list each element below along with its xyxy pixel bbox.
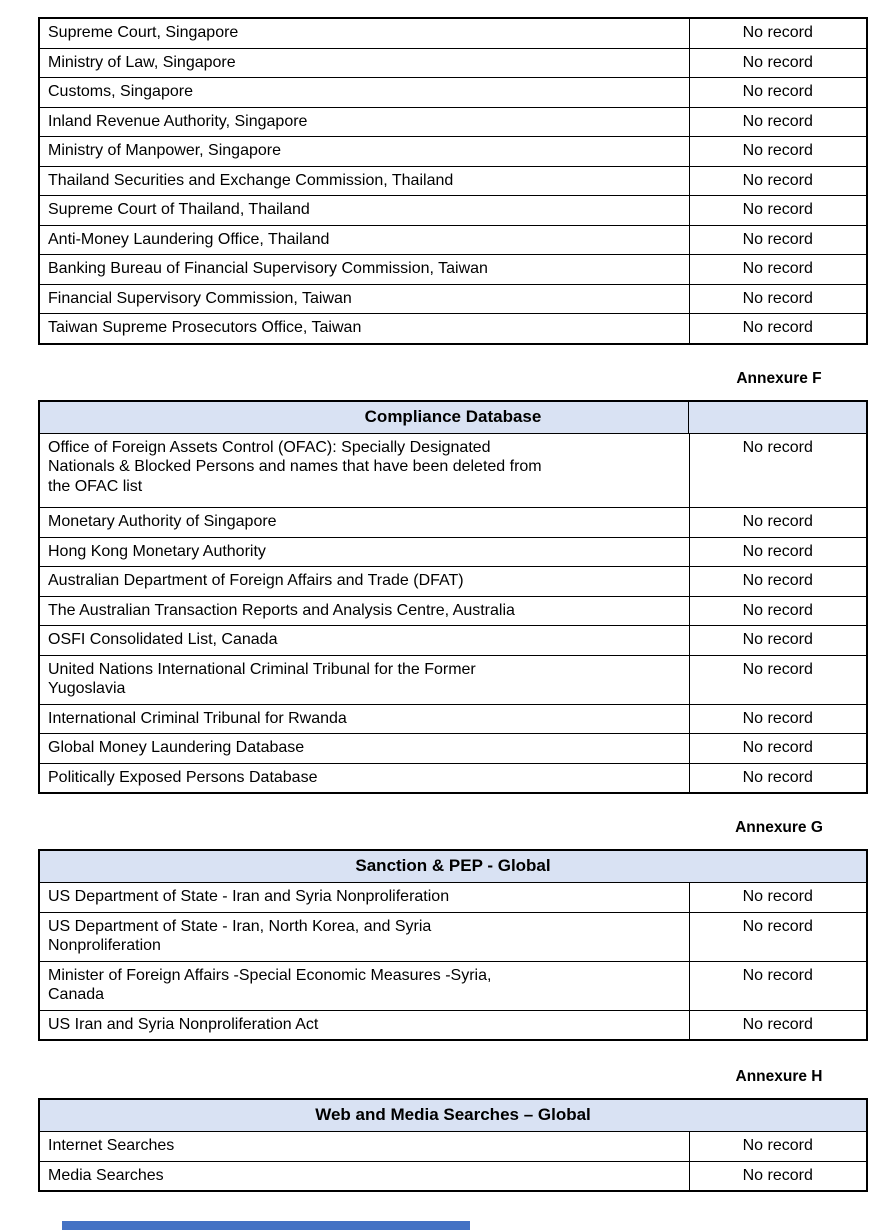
table-row: US Department of State - Iran and Syria … <box>38 882 868 913</box>
result-cell: No record <box>688 595 868 626</box>
result-cell: No record <box>688 254 868 285</box>
result-cell: No record <box>688 911 868 962</box>
table-row: Hong Kong Monetary Authority No record <box>38 536 868 567</box>
source-cell: Financial Supervisory Commission, Taiwan <box>38 283 690 314</box>
table-row: Supreme Court, Singapore No record <box>38 17 868 49</box>
result-cell: No record <box>688 703 868 734</box>
table-row: Politically Exposed Persons Database No … <box>38 762 868 794</box>
source-cell: Supreme Court, Singapore <box>38 17 690 49</box>
source-cell: Thailand Securities and Exchange Commiss… <box>38 165 690 196</box>
table-row: Inland Revenue Authority, Singapore No r… <box>38 106 868 137</box>
result-cell: No record <box>688 47 868 78</box>
result-cell: No record <box>688 136 868 167</box>
result-cell: No record <box>688 960 868 1011</box>
result-cell: No record <box>688 224 868 255</box>
result-cell: No record <box>688 625 868 656</box>
source-cell: Anti-Money Laundering Office, Thailand <box>38 224 690 255</box>
table-row: Internet Searches No record <box>38 1131 868 1162</box>
source-cell: Internet Searches <box>38 1131 690 1162</box>
table-row: Ministry of Manpower, Singapore No recor… <box>38 136 868 167</box>
result-cell: No record <box>688 882 868 913</box>
table-row: US Department of State - Iran, North Kor… <box>38 911 868 962</box>
result-cell: No record <box>688 507 868 538</box>
source-cell: US Department of State - Iran and Syria … <box>38 882 690 913</box>
table-title: Compliance Database <box>38 400 868 434</box>
sanction-pep-global-table: Sanction & PEP - Global US Department of… <box>38 849 868 1041</box>
result-cell: No record <box>688 283 868 314</box>
table-row: Anti-Money Laundering Office, Thailand N… <box>38 224 868 255</box>
screening-sources-table-continued: Supreme Court, Singapore No record Minis… <box>38 17 868 345</box>
source-cell: Supreme Court of Thailand, Thailand <box>38 195 690 226</box>
result-cell: No record <box>688 17 868 49</box>
table-title: Web and Media Searches – Global <box>38 1098 868 1132</box>
table-header-row: Compliance Database <box>38 400 868 434</box>
table-row: Australian Department of Foreign Affairs… <box>38 566 868 597</box>
table-row: Media Searches No record <box>38 1160 868 1192</box>
source-cell: US Iran and Syria Nonproliferation Act <box>38 1009 690 1041</box>
table-header-row: Web and Media Searches – Global <box>38 1098 868 1132</box>
document-page-content: Supreme Court, Singapore No record Minis… <box>38 17 868 1192</box>
annexure-f-label: Annexure F <box>38 369 868 388</box>
result-cell: No record <box>688 165 868 196</box>
source-cell: OSFI Consolidated List, Canada <box>38 625 690 656</box>
web-media-searches-table: Web and Media Searches – Global Internet… <box>38 1098 868 1192</box>
table-row: Ministry of Law, Singapore No record <box>38 47 868 78</box>
source-cell: Banking Bureau of Financial Supervisory … <box>38 254 690 285</box>
table-title: Sanction & PEP - Global <box>38 849 868 883</box>
source-cell: Office of Foreign Assets Control (OFAC):… <box>38 432 690 508</box>
source-cell: Inland Revenue Authority, Singapore <box>38 106 690 137</box>
table-row: Minister of Foreign Affairs -Special Eco… <box>38 960 868 1011</box>
table-row: International Criminal Tribunal for Rwan… <box>38 703 868 734</box>
source-cell: Australian Department of Foreign Affairs… <box>38 566 690 597</box>
source-cell: Minister of Foreign Affairs -Special Eco… <box>38 960 690 1011</box>
annexure-h-text: Annexure H <box>735 1068 823 1085</box>
source-cell: International Criminal Tribunal for Rwan… <box>38 703 690 734</box>
annexure-g-text: Annexure G <box>735 819 823 836</box>
result-cell: No record <box>688 566 868 597</box>
table-row: The Australian Transaction Reports and A… <box>38 595 868 626</box>
result-cell: No record <box>688 106 868 137</box>
source-cell: Hong Kong Monetary Authority <box>38 536 690 567</box>
result-cell: No record <box>688 195 868 226</box>
table-row: Global Money Laundering Database No reco… <box>38 733 868 764</box>
result-cell: No record <box>688 762 868 794</box>
annexure-f-text: Annexure F <box>736 369 822 387</box>
table-row: Monetary Authority of Singapore No recor… <box>38 507 868 538</box>
table-row: OSFI Consolidated List, Canada No record <box>38 625 868 656</box>
source-cell: Ministry of Law, Singapore <box>38 47 690 78</box>
table-row: Customs, Singapore No record <box>38 77 868 108</box>
source-cell: Customs, Singapore <box>38 77 690 108</box>
annexure-g-label: Annexure G <box>38 818 868 837</box>
source-cell: Monetary Authority of Singapore <box>38 507 690 538</box>
source-cell: The Australian Transaction Reports and A… <box>38 595 690 626</box>
table-row: Banking Bureau of Financial Supervisory … <box>38 254 868 285</box>
result-cell: No record <box>688 536 868 567</box>
table-row: Financial Supervisory Commission, Taiwan… <box>38 283 868 314</box>
compliance-database-table: Compliance Database Office of Foreign As… <box>38 399 868 794</box>
table-row: Thailand Securities and Exchange Commiss… <box>38 165 868 196</box>
source-cell: Global Money Laundering Database <box>38 733 690 764</box>
annexure-h-label: Annexure H <box>38 1067 868 1086</box>
result-cell: No record <box>688 1131 868 1162</box>
source-cell: US Department of State - Iran, North Kor… <box>38 911 690 962</box>
result-cell: No record <box>688 313 868 344</box>
result-cell: No record <box>688 1160 868 1192</box>
source-cell: United Nations International Criminal Tr… <box>38 654 690 705</box>
source-cell: Taiwan Supreme Prosecutors Office, Taiwa… <box>38 313 690 344</box>
result-cell: No record <box>688 432 868 508</box>
table-row: Supreme Court of Thailand, Thailand No r… <box>38 195 868 226</box>
result-cell: No record <box>688 1009 868 1041</box>
result-cell: No record <box>688 77 868 108</box>
source-cell: Media Searches <box>38 1160 690 1192</box>
result-cell: No record <box>688 654 868 705</box>
table-row: United Nations International Criminal Tr… <box>38 654 868 705</box>
table-row: Office of Foreign Assets Control (OFAC):… <box>38 432 868 508</box>
next-page-header-bar-fragment <box>62 1221 470 1230</box>
source-cell: Politically Exposed Persons Database <box>38 762 690 794</box>
table-header-row: Sanction & PEP - Global <box>38 849 868 883</box>
result-cell: No record <box>688 733 868 764</box>
table-row: Taiwan Supreme Prosecutors Office, Taiwa… <box>38 313 868 344</box>
table-row: US Iran and Syria Nonproliferation Act N… <box>38 1009 868 1041</box>
source-cell: Ministry of Manpower, Singapore <box>38 136 690 167</box>
